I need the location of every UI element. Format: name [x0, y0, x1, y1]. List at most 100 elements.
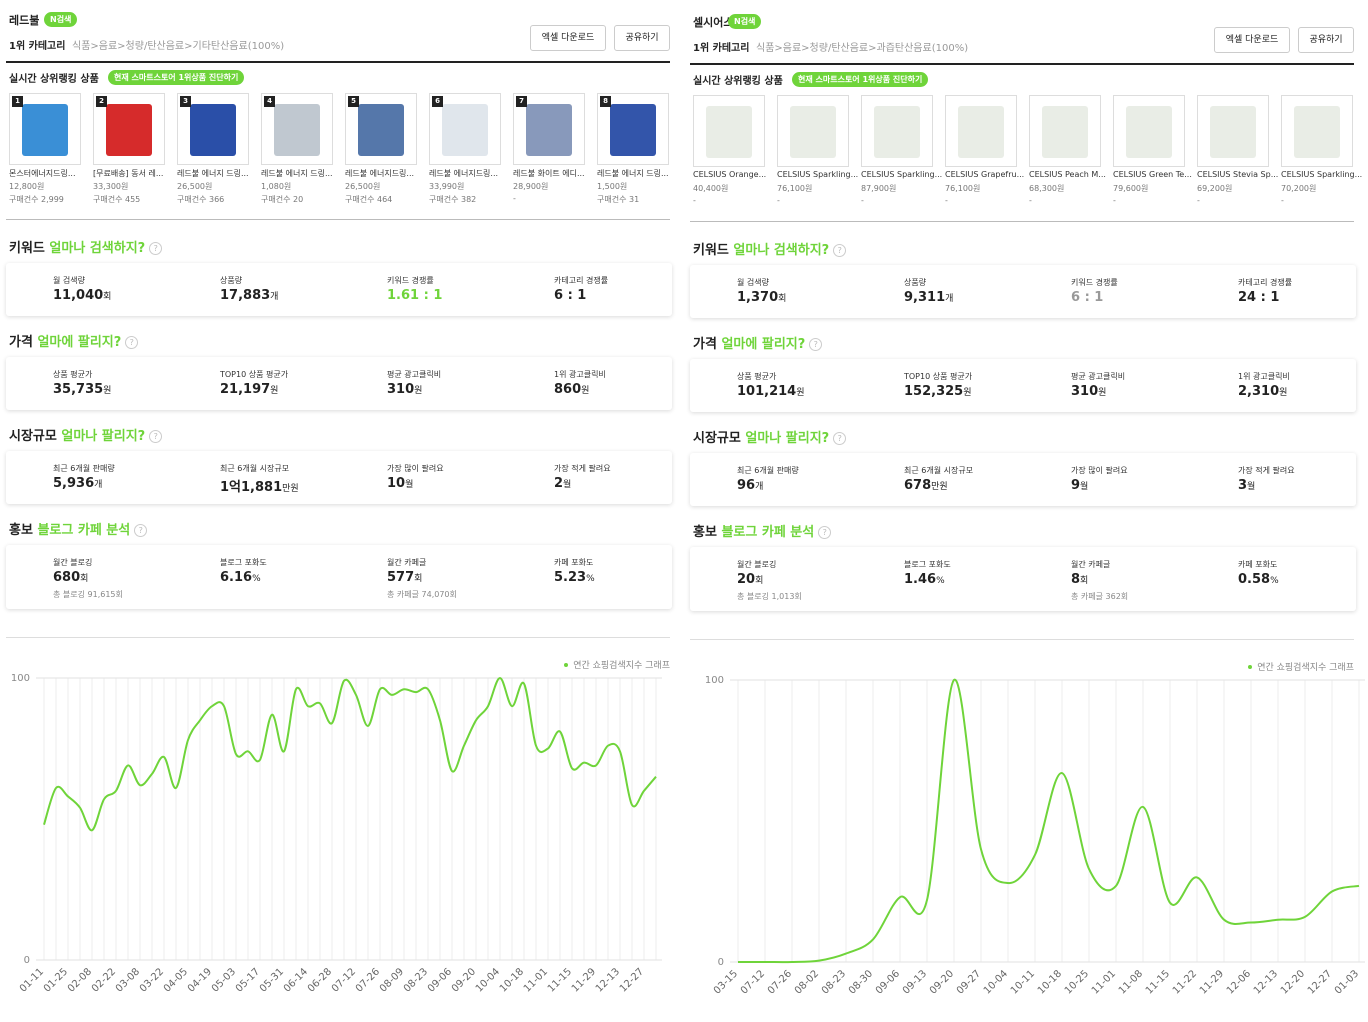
x-tick-label: 11-15: [1144, 968, 1172, 996]
metric-sub: 총 카페글 362회: [1071, 592, 1129, 601]
value: 3: [1238, 478, 1248, 493]
unit: %: [252, 574, 261, 584]
help-icon[interactable]: ?: [833, 432, 847, 445]
diagnose-badge[interactable]: 현재 스마트스토어 1위상품 진단하기: [792, 72, 929, 87]
help-icon[interactable]: ?: [809, 338, 823, 351]
value: 8: [1071, 572, 1081, 587]
product-name: CELSIUS Stevia Sp...: [1197, 170, 1279, 179]
product-image[interactable]: 5: [345, 93, 417, 165]
product-image[interactable]: 6: [429, 93, 501, 165]
metric-value: 9,311개: [904, 290, 953, 305]
share-button[interactable]: 공유하기: [614, 25, 670, 51]
x-tick-label: 11-08: [1117, 968, 1145, 996]
x-tick-label: 11-29: [570, 966, 598, 994]
product-image[interactable]: [777, 95, 849, 167]
divider: [690, 639, 1354, 640]
metric-value: 2,310원: [1238, 384, 1287, 399]
unit: 개: [94, 480, 103, 490]
x-tick-label: 07-26: [766, 968, 794, 996]
excel-button[interactable]: 엑셀 다운로드: [1214, 27, 1290, 53]
section-name: 시장규모: [693, 431, 741, 446]
unit: 원: [103, 386, 112, 396]
metric-label: 평균 광고클릭비: [387, 370, 442, 379]
image-placeholder: [1042, 106, 1088, 158]
y-tick-label: 100: [705, 675, 724, 686]
product-name: CELSIUS Green Te...: [1113, 170, 1192, 179]
product-image[interactable]: 2: [93, 93, 165, 165]
product-sales: 구매건수 366: [177, 195, 225, 204]
product-image[interactable]: [1281, 95, 1353, 167]
unit: 월: [1080, 482, 1089, 492]
y-tick-label: 0: [24, 955, 30, 966]
divider: [6, 61, 670, 63]
section-name: 홍보: [693, 525, 717, 540]
metric-value: 24 : 1: [1238, 290, 1279, 305]
help-icon[interactable]: ?: [149, 430, 163, 443]
metric-label: 월간 카페글: [387, 558, 427, 567]
section-title: 가격 얼마에 팔리지??: [9, 331, 139, 350]
metric-value: 860원: [554, 382, 589, 397]
image-placeholder: [706, 106, 752, 158]
x-tick-label: 11-01: [1090, 968, 1118, 996]
metric-label: 1위 광고클릭비: [554, 370, 606, 379]
product-image[interactable]: [945, 95, 1017, 167]
product-price: 79,600원: [1113, 184, 1149, 193]
unit: 개: [945, 294, 954, 304]
product-image[interactable]: [693, 95, 765, 167]
y-tick-label: 0: [718, 957, 724, 968]
help-icon[interactable]: ?: [149, 242, 163, 255]
metric-label: 가장 적게 팔려요: [554, 464, 611, 473]
metric-value: 310원: [1071, 384, 1106, 399]
value: 20: [737, 572, 756, 587]
product-image[interactable]: 3: [177, 93, 249, 165]
value: 310: [387, 382, 415, 397]
rank-badge: 7: [516, 96, 527, 107]
help-icon[interactable]: ?: [833, 244, 847, 257]
product-image[interactable]: 7: [513, 93, 585, 165]
value: 24 : 1: [1238, 290, 1280, 305]
product-sales: 구매건수 31: [597, 195, 640, 204]
product-image[interactable]: [1197, 95, 1269, 167]
y-tick-label: 100: [11, 673, 30, 684]
x-tick-label: 08-23: [402, 966, 430, 994]
product-sales: 구매건수 382: [429, 195, 477, 204]
share-button[interactable]: 공유하기: [1298, 27, 1354, 53]
metric-label: 최근 6개월 판매량: [737, 466, 799, 475]
product-image[interactable]: [1029, 95, 1101, 167]
section-title: 키워드 얼마나 검색하지??: [693, 239, 847, 258]
excel-button[interactable]: 엑셀 다운로드: [530, 25, 606, 51]
x-tick-label: 12-13: [594, 966, 622, 994]
x-tick-label: 07-26: [354, 966, 382, 994]
section-highlight: 블로그 카페 분석: [37, 523, 131, 538]
x-tick-label: 09-06: [426, 966, 454, 994]
metric-label: TOP10 상품 평균가: [220, 370, 289, 379]
help-icon[interactable]: ?: [134, 524, 148, 537]
unit: 만원: [931, 482, 948, 492]
panel: 레드불 N검색 1위 카테고리 식품>음료>청량/탄산음료>기타탄산음료(100%) 엑…: [6, 12, 672, 995]
help-icon[interactable]: ?: [125, 336, 139, 349]
divider: [690, 221, 1354, 222]
image-placeholder: [1210, 106, 1256, 158]
metric-value: 678만원: [904, 478, 948, 493]
metric-label: 상품량: [220, 276, 243, 285]
image-placeholder: [610, 104, 656, 156]
metric-value: 3월: [1238, 478, 1255, 493]
value: 310: [1071, 384, 1099, 399]
product-name: 몬스터에너지드링...: [9, 169, 76, 178]
product-image[interactable]: 4: [261, 93, 333, 165]
product-image[interactable]: 1: [9, 93, 81, 165]
image-placeholder: [874, 106, 920, 158]
diagnose-badge[interactable]: 현재 스마트스토어 1위상품 진단하기: [108, 70, 245, 85]
section-highlight: 얼마나 검색하지?: [733, 243, 830, 258]
metric-label: 월간 카페글: [1071, 560, 1111, 569]
metric-value: 1,370회: [737, 290, 786, 305]
metric-label: 최근 6개월 시장규모: [904, 466, 974, 475]
help-icon[interactable]: ?: [818, 526, 832, 539]
metric-value: 310원: [387, 382, 422, 397]
product-image[interactable]: [1113, 95, 1185, 167]
product-image[interactable]: 8: [597, 93, 669, 165]
metric-value: 10월: [387, 476, 413, 491]
product-image[interactable]: [861, 95, 933, 167]
value: 152,325: [904, 384, 964, 399]
section-name: 가격: [693, 337, 717, 352]
